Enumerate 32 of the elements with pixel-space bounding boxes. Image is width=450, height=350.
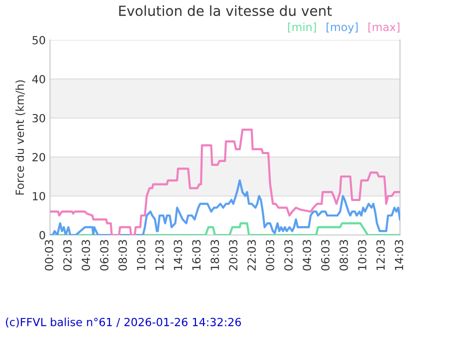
x-tick-label: 12:03: [155, 240, 164, 270]
text: [min]: [288, 22, 316, 32]
chart-title: Evolution de la vitesse du vent: [119, 5, 332, 16]
x-tick-label: 04:03: [302, 240, 312, 270]
x-tick-label: 04:03: [82, 240, 90, 270]
x-tick-label: 06:03: [100, 240, 108, 270]
x-tick-label: 06:03: [321, 240, 330, 270]
x-tick-label: 02:03: [63, 240, 72, 270]
text: (c)FFVL balise n°61 / 2026-01-26 14:32:26: [6, 318, 241, 328]
x-tick-label: 10:03: [136, 240, 146, 270]
x-tick-label: 00:03: [266, 240, 274, 270]
text: [moy]: [326, 22, 358, 34]
x-tick-label: 00:03: [44, 240, 54, 270]
x-tick-label: 02:03: [284, 240, 293, 270]
y-tick-label: 30: [32, 114, 46, 122]
x-tick-label: 14:03: [174, 240, 182, 270]
x-tick-label: 08:03: [340, 240, 348, 270]
x-tick-label: 12:03: [376, 240, 385, 270]
x-tick-label: 22:03: [247, 240, 256, 270]
x-tick-label: 10:03: [358, 240, 366, 270]
y-tick-label: 50: [32, 36, 46, 44]
text: [max]: [368, 22, 400, 32]
y-tick-label: 20: [32, 152, 46, 162]
x-tick-label: 20:03: [229, 240, 238, 270]
x-tick-label: 18:03: [210, 240, 220, 270]
y-tick-label: 10: [32, 192, 46, 200]
y-axis-title: Force du vent (km/h): [15, 80, 26, 195]
y-tick-label: 0: [39, 230, 46, 240]
x-tick-label: 16:03: [192, 240, 201, 270]
x-tick-label: 08:03: [118, 240, 127, 270]
y-tick-label: 40: [32, 74, 46, 84]
x-tick-label: 14:03: [394, 240, 404, 270]
